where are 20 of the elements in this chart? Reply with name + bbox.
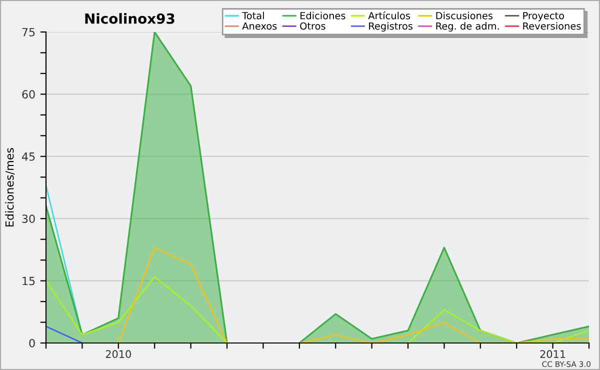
- y-tick-label: 0: [29, 338, 35, 348]
- legend-label: Total: [242, 12, 264, 20]
- legend-label: Reversiones: [523, 22, 581, 30]
- legend-label: Artículos: [368, 11, 410, 20]
- legend-label: Ediciones: [300, 12, 346, 20]
- legend-label: Otros: [300, 22, 326, 30]
- y-tick-label: 60: [22, 90, 35, 99]
- legend-label: Reg. de adm.: [436, 22, 499, 32]
- legend-label: Anexos: [242, 22, 277, 30]
- legend-label: Registros: [369, 22, 412, 32]
- legend-label: Proyecto: [523, 12, 564, 22]
- x-tick-label: 2011: [540, 350, 566, 358]
- x-tick-label: 2010: [106, 350, 131, 358]
- legend-label: Discusiones: [436, 12, 493, 20]
- y-tick-label: 75: [22, 28, 35, 36]
- y-tick-label: 45: [22, 152, 35, 161]
- y-axis-title: Ediciones/mes: [5, 148, 15, 226]
- y-tick-label: 30: [22, 214, 35, 223]
- y-tick-label: 15: [22, 276, 35, 286]
- chart-title: Nicolinox93: [85, 13, 174, 24]
